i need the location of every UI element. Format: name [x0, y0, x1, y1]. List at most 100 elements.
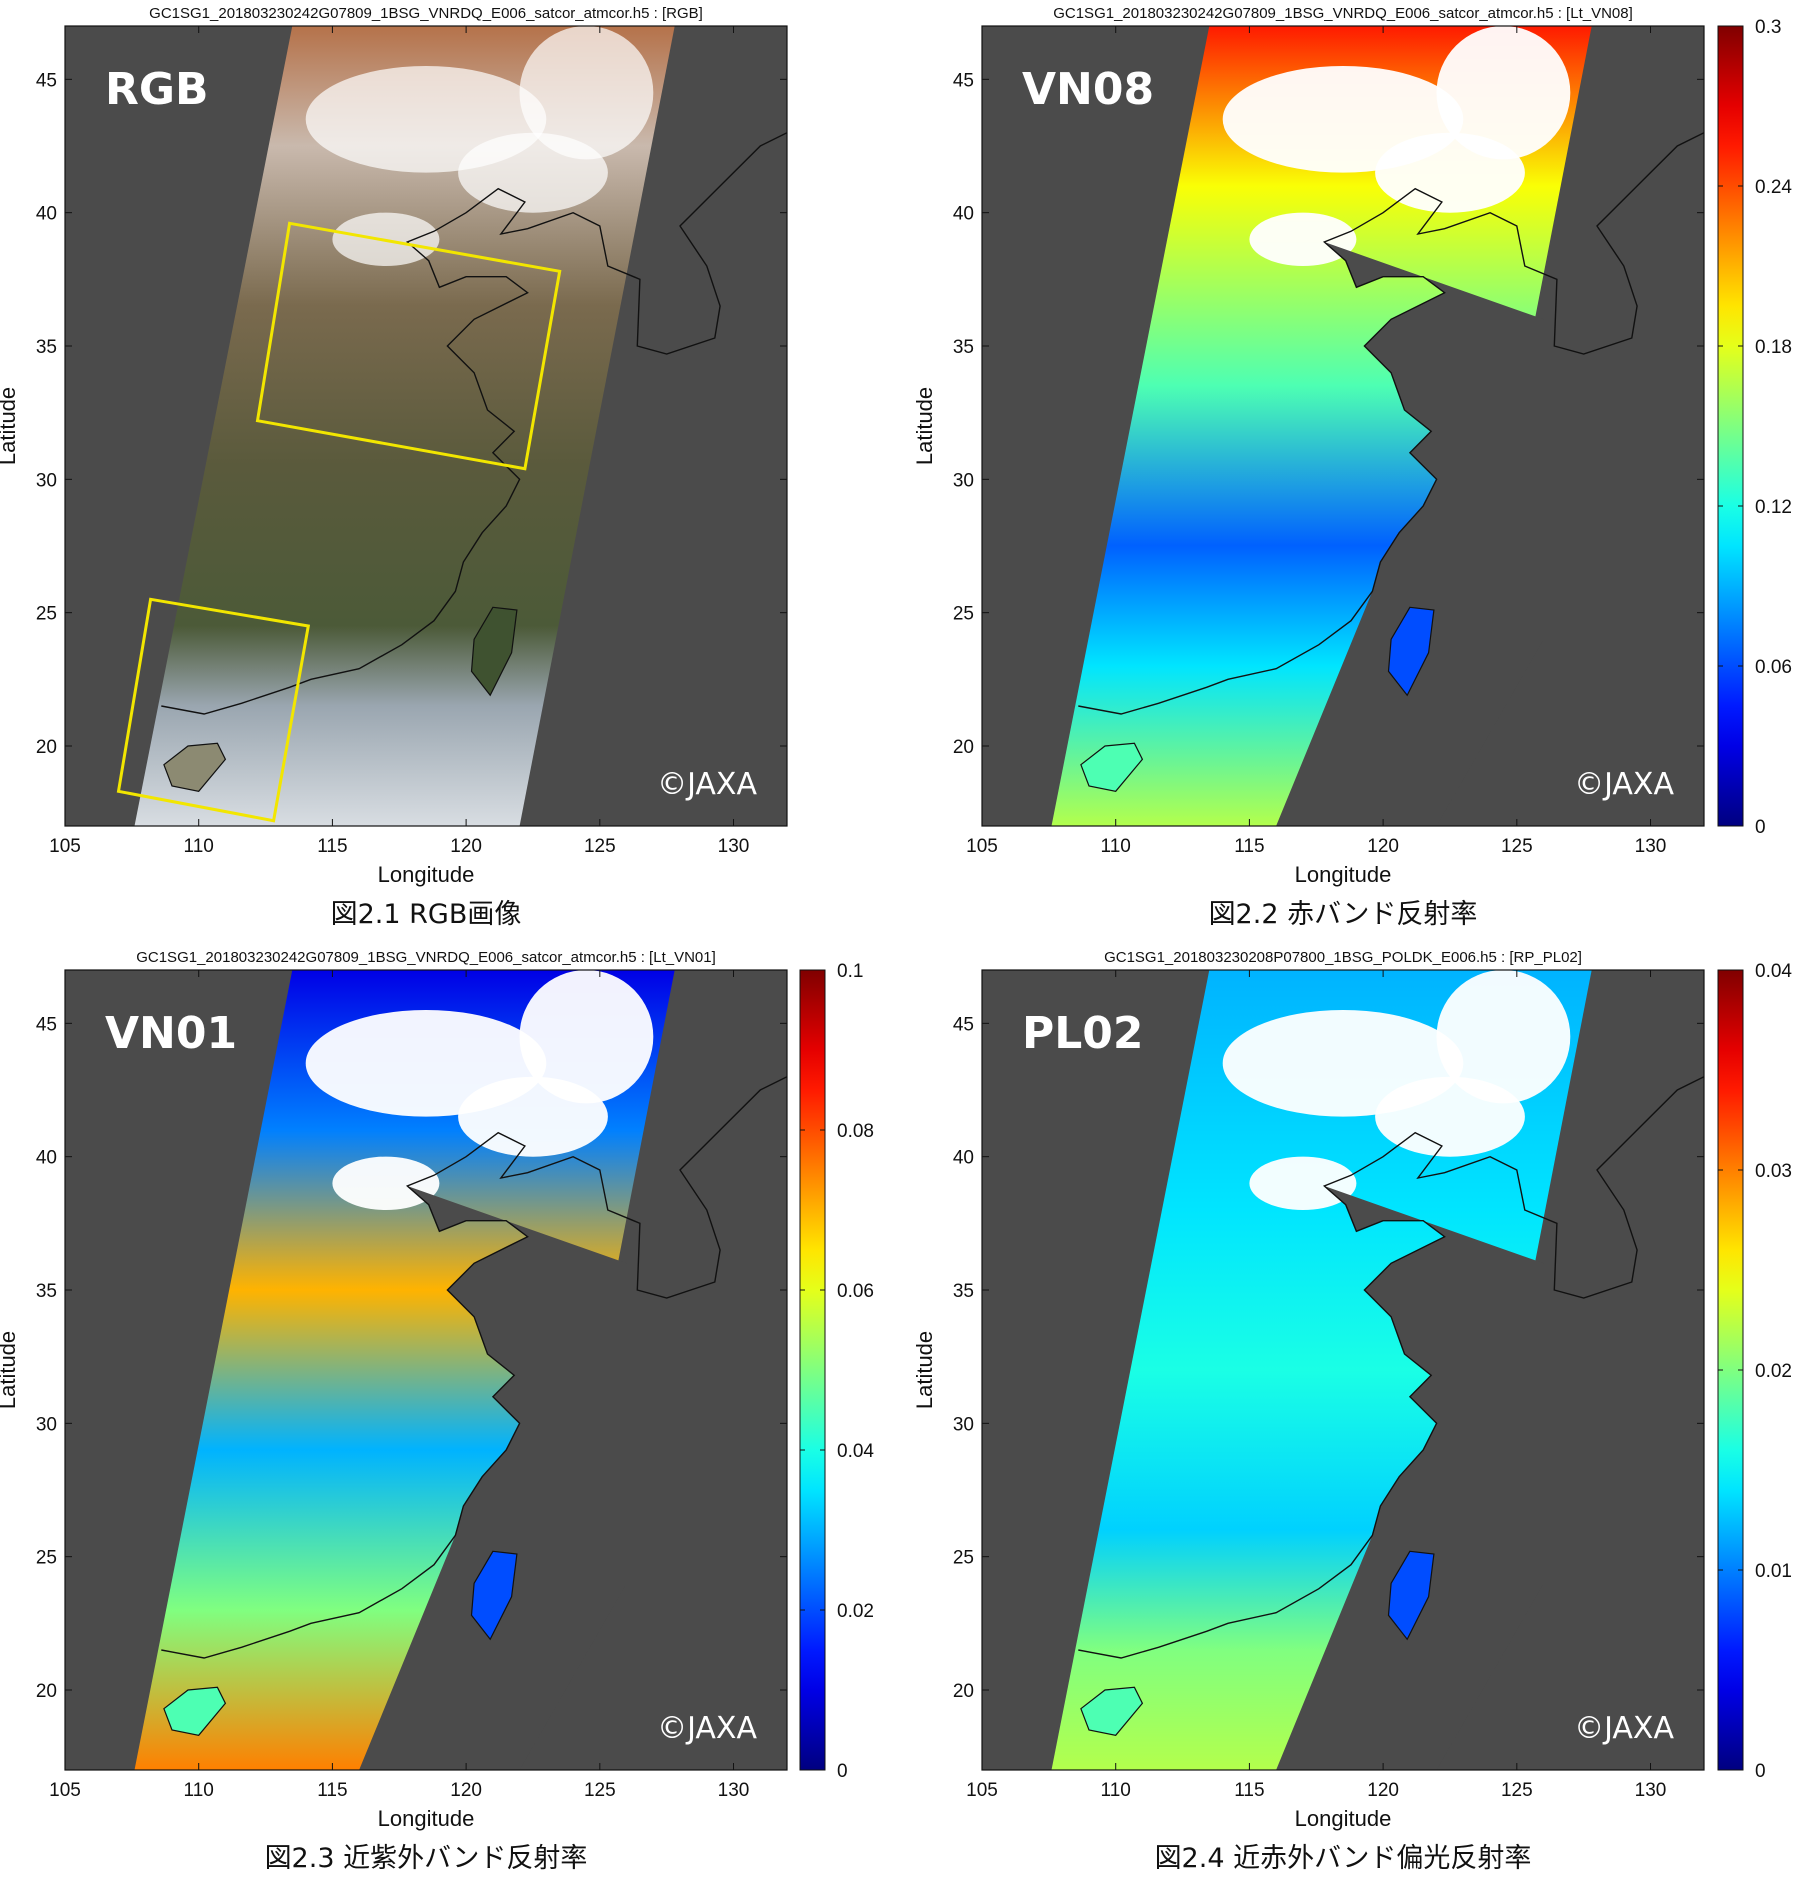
colorbar-gradient	[799, 969, 826, 1771]
colorbar-tick-label: 0	[1755, 817, 1766, 838]
colorbar-tick-label: 0.08	[837, 1121, 874, 1142]
colorbar-tick-label: 0.04	[837, 1441, 874, 1462]
ocean-mask	[1276, 1186, 1544, 1770]
colorbar: 0 0.06 0.12 0.18 0.24 0.3	[1717, 17, 1792, 838]
map-area	[982, 970, 1704, 1770]
satellite-swath	[134, 26, 675, 826]
y-tick-label: 25	[36, 604, 57, 625]
x-tick-label: 105	[49, 836, 81, 857]
x-tick-label: 125	[584, 1780, 616, 1801]
x-tick-label: 105	[49, 1780, 81, 1801]
x-tick-label: 120	[450, 836, 482, 857]
taiwan-island	[1387, 606, 1435, 697]
x-axis-label: Longitude	[1295, 862, 1392, 887]
x-tick-label: 125	[584, 836, 616, 857]
band-label: VN08	[1022, 64, 1154, 115]
colorbar-tick-label: 0.06	[837, 1281, 874, 1302]
y-axis-label: Latitude	[0, 387, 20, 465]
x-tick-label: 115	[1234, 836, 1264, 857]
highlight-box-2	[116, 597, 311, 823]
y-axis-label: Latitude	[912, 387, 937, 465]
cloud-patch	[519, 26, 654, 160]
x-tick-label: 120	[450, 1780, 482, 1801]
x-tick-label: 110	[1101, 1780, 1131, 1801]
y-tick-label: 45	[36, 70, 57, 91]
y-tick-label: 20	[36, 737, 57, 758]
x-tick-label: 130	[1635, 836, 1667, 857]
axes-frame	[64, 25, 788, 827]
y-tick-label: 40	[953, 204, 974, 225]
panel-vn01: GC1SG1_201803230242G07809_1BSG_VNRDQ_E00…	[0, 949, 874, 1874]
y-tick-label: 20	[953, 1681, 974, 1702]
colorbar-tick-label: 0.04	[1755, 961, 1792, 982]
x-tick-label: 110	[1101, 836, 1131, 857]
y-tick-label: 35	[36, 337, 57, 358]
hainan-island	[163, 1686, 227, 1736]
coastline	[161, 132, 787, 715]
x-tick-label: 130	[718, 836, 750, 857]
x-axis-label: Longitude	[1295, 1806, 1392, 1831]
x-tick-label: 115	[317, 1780, 347, 1801]
colorbar-tick-label: 0.02	[837, 1601, 874, 1622]
taiwan-island	[470, 1550, 518, 1641]
band-label: PL02	[1022, 1008, 1144, 1059]
panel-title: GC1SG1_201803230242G07809_1BSG_VNRDQ_E00…	[136, 949, 716, 966]
panel-title: GC1SG1_201803230242G07809_1BSG_VNRDQ_E00…	[1053, 5, 1633, 22]
y-tick-label: 30	[36, 1414, 57, 1435]
figure-caption: 図2.4 近赤外バンド偏光反射率	[1155, 1843, 1532, 1874]
copyright-credit: ©JAXA	[1574, 767, 1674, 802]
map-area	[982, 26, 1704, 826]
y-tick-label: 30	[953, 470, 974, 491]
colorbar-tick-label: 0.1	[837, 961, 863, 982]
ocean-mask	[359, 1186, 627, 1770]
y-tick-label: 20	[36, 1681, 57, 1702]
colorbar-tick-label: 0	[837, 1761, 848, 1782]
panel-vn08: GC1SG1_201803230242G07809_1BSG_VNRDQ_E00…	[912, 5, 1792, 930]
panel-title: GC1SG1_201803230242G07809_1BSG_VNRDQ_E00…	[149, 5, 703, 22]
map-area	[65, 26, 787, 826]
x-tick-label: 120	[1367, 836, 1399, 857]
colorbar-tick-label: 0.3	[1755, 17, 1781, 38]
coastline	[1078, 1076, 1704, 1659]
hainan-island	[1080, 1686, 1144, 1736]
colorbar-tick-label: 0.02	[1755, 1361, 1792, 1382]
x-tick-label: 105	[966, 836, 998, 857]
x-tick-label: 125	[1501, 836, 1533, 857]
copyright-credit: ©JAXA	[1574, 1711, 1674, 1746]
panel-rgb: GC1SG1_201803230242G07809_1BSG_VNRDQ_E00…	[0, 5, 788, 930]
colorbar-tick-label: 0.01	[1755, 1561, 1792, 1582]
highlight-box-1	[255, 221, 562, 471]
x-tick-label: 125	[1501, 1780, 1533, 1801]
band-label: VN01	[105, 1008, 237, 1059]
x-axis-label: Longitude	[378, 862, 475, 887]
x-tick-label: 115	[317, 836, 347, 857]
colorbar-gradient	[1717, 25, 1744, 827]
y-tick-label: 45	[953, 1014, 974, 1035]
x-tick-label: 120	[1367, 1780, 1399, 1801]
taiwan-island	[1387, 1550, 1435, 1641]
axes-frame	[981, 25, 1705, 827]
map-area	[65, 970, 787, 1770]
y-tick-label: 25	[36, 1548, 57, 1569]
y-tick-label: 45	[36, 1014, 57, 1035]
colorbar-tick-label: 0.12	[1755, 497, 1792, 518]
y-tick-label: 40	[36, 1148, 57, 1169]
axes-frame	[64, 969, 788, 1771]
y-tick-label: 30	[36, 470, 57, 491]
colorbar-tick-label: 0.24	[1755, 177, 1792, 198]
axes-frame	[981, 969, 1705, 1771]
x-tick-label: 105	[966, 1780, 998, 1801]
taiwan-island	[470, 606, 518, 697]
band-label: RGB	[105, 64, 209, 115]
y-tick-label: 45	[953, 70, 974, 91]
cloud-patch	[1436, 26, 1571, 160]
cloud-patch	[332, 1156, 440, 1211]
y-axis-label: Latitude	[912, 1331, 937, 1409]
x-tick-label: 110	[184, 1780, 214, 1801]
figure-caption: 図2.2 赤バンド反射率	[1209, 899, 1478, 930]
x-axis-label: Longitude	[378, 1806, 475, 1831]
copyright-credit: ©JAXA	[657, 1711, 757, 1746]
colorbar-tick-label: 0.18	[1755, 337, 1792, 358]
cloud-patch	[519, 970, 654, 1104]
cloud-patch	[1249, 1156, 1357, 1211]
